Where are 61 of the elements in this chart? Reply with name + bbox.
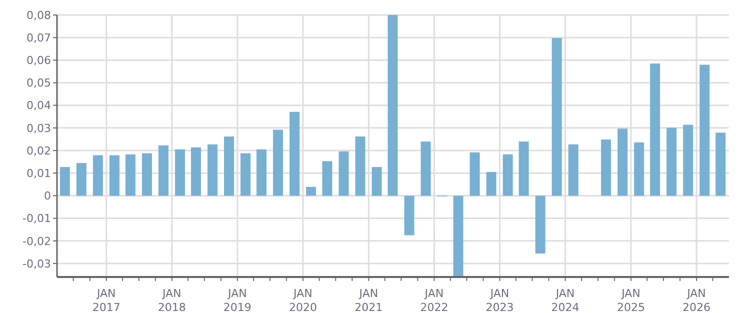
bar: [207, 144, 218, 196]
y-tick-label: 0,03: [26, 122, 51, 135]
bar: [109, 155, 120, 196]
bar: [388, 15, 398, 196]
x-tick-label: JAN 2019: [223, 287, 252, 313]
y-tick-label: -0,03: [22, 257, 51, 270]
bar: [502, 154, 513, 196]
y-tick-label: 0,08: [26, 8, 51, 22]
bar: [683, 124, 694, 196]
bar: [568, 144, 578, 196]
bar: [552, 38, 562, 196]
bar: [322, 161, 332, 196]
bar: [535, 196, 546, 254]
x-tick-label: JAN 2018: [158, 287, 186, 313]
y-tick-label: 0,07: [26, 31, 51, 44]
bar: [256, 149, 266, 196]
bar: [273, 130, 284, 196]
bar: [76, 162, 86, 196]
x-tick-label: JAN 2024: [551, 287, 580, 313]
x-tick-label: JAN 2021: [354, 287, 383, 313]
bar: [158, 145, 168, 196]
y-tick-label: 0,05: [26, 76, 51, 90]
x-tick-label: JAN 2026: [682, 287, 711, 313]
x-tick-label: JAN 2020: [288, 287, 317, 313]
bar: [224, 136, 234, 196]
y-tick-label: -0,01: [22, 212, 51, 226]
y-tick-label: 0: [44, 190, 51, 203]
bar: [290, 112, 300, 196]
bar: [716, 132, 726, 196]
bar: [700, 64, 710, 196]
bar: [518, 141, 529, 196]
bar: [404, 196, 414, 236]
x-tick-label: JAN 2022: [420, 287, 448, 313]
bar: [372, 167, 382, 196]
bar: [618, 128, 628, 196]
bar: [486, 172, 496, 196]
bar: [92, 155, 103, 196]
y-tick-label: 0,04: [26, 99, 51, 112]
bar: [666, 128, 677, 196]
bar: [453, 196, 464, 277]
bar: [174, 149, 185, 196]
bar: [355, 136, 366, 196]
x-tick-label: JAN 2025: [616, 287, 645, 313]
bar: [125, 154, 136, 196]
bar: [420, 141, 431, 196]
bar: [142, 153, 152, 196]
bar: [634, 142, 644, 196]
bar: [306, 186, 316, 196]
y-tick-label: -0,02: [22, 234, 51, 248]
y-tick-label: 0,06: [26, 54, 51, 68]
bar: [338, 151, 349, 196]
bar: [650, 64, 660, 196]
bar: [240, 153, 251, 196]
x-tick-label: JAN 2017: [92, 287, 120, 313]
bar: [190, 147, 201, 196]
bar: [60, 167, 70, 196]
y-tick-label: 0,02: [26, 144, 51, 158]
bar: [470, 152, 480, 196]
bar: [601, 139, 612, 196]
x-tick-label: JAN 2023: [486, 287, 514, 313]
y-tick-label: 0,01: [26, 167, 51, 180]
